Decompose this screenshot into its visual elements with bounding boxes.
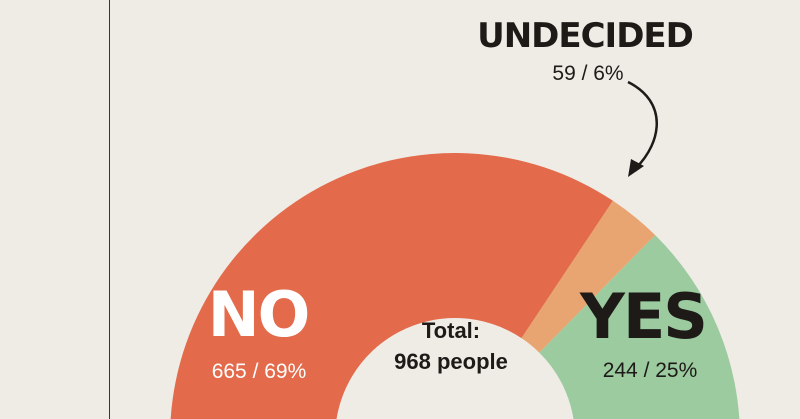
total-label: Total: [422,318,480,343]
chart-slices [170,153,740,419]
total-value: 968 people [394,349,508,374]
slice-undecided [521,200,656,353]
slice-no [170,153,613,419]
slice-value-yes: 244 / 25% [603,359,698,382]
slice-label-yes: YES [579,280,706,353]
slice-yes [539,235,740,419]
undecided-arrowhead [628,159,644,177]
slice-label-undecided: UNDECIDED [477,16,693,56]
slice-value-no: 665 / 69% [212,360,307,383]
undecided-arrow [627,80,658,169]
slice-label-no: NO [208,278,309,351]
vertical-divider [109,0,110,419]
slice-value-undecided: 59 / 6% [552,62,623,85]
